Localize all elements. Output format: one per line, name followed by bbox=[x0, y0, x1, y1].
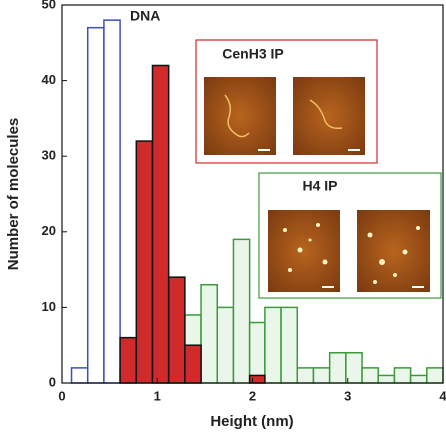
series-label: DNA bbox=[130, 8, 160, 24]
bar bbox=[393, 367, 412, 384]
plot-area: 0 10 20 30 40 50 0 1 2 3 4 bbox=[42, 0, 446, 403]
afm-feature bbox=[224, 94, 250, 138]
bar bbox=[216, 306, 235, 384]
y-tick-label: 50 bbox=[42, 0, 56, 11]
y-axis-label: Number of molecules bbox=[5, 118, 22, 271]
afm-feature bbox=[309, 99, 343, 130]
bar bbox=[86, 26, 105, 384]
x-tick-label: 3 bbox=[344, 388, 351, 403]
y-tick-label: 30 bbox=[42, 148, 56, 163]
bar bbox=[119, 336, 138, 384]
bar bbox=[328, 352, 347, 384]
bar bbox=[409, 374, 428, 384]
x-tick-label: 4 bbox=[439, 388, 446, 403]
bar bbox=[377, 374, 396, 384]
bar bbox=[184, 344, 202, 384]
afm-feature bbox=[283, 223, 328, 272]
bar bbox=[167, 276, 186, 384]
series-label: CenH3 IP bbox=[222, 46, 283, 62]
y-tick-label: 20 bbox=[42, 223, 56, 238]
x-tick-label: 2 bbox=[249, 388, 256, 403]
series-label: H4 IP bbox=[302, 178, 337, 194]
bar bbox=[135, 140, 154, 384]
bar bbox=[70, 367, 89, 384]
afm-image bbox=[293, 77, 365, 155]
bar bbox=[248, 374, 266, 384]
x-tick-label: 1 bbox=[154, 388, 161, 403]
y-tick-label: 0 bbox=[49, 374, 56, 389]
afm-image bbox=[268, 210, 340, 292]
bar bbox=[296, 367, 315, 384]
y-tick-label: 10 bbox=[42, 299, 56, 314]
x-tick-label: 0 bbox=[58, 388, 65, 403]
bar bbox=[280, 306, 299, 384]
bar bbox=[312, 367, 331, 384]
x-axis-label: Height (nm) bbox=[210, 413, 293, 430]
bar bbox=[361, 367, 379, 384]
afm-image bbox=[204, 77, 276, 155]
bar bbox=[264, 306, 282, 384]
bar bbox=[426, 367, 444, 384]
bar bbox=[248, 321, 266, 384]
h4-inset bbox=[258, 172, 442, 299]
y-tick-label: 40 bbox=[42, 72, 56, 87]
afm-image bbox=[357, 210, 430, 292]
afm-feature bbox=[367, 226, 420, 284]
bar bbox=[232, 238, 251, 384]
bar bbox=[103, 19, 121, 384]
cenh3-inset bbox=[195, 39, 378, 164]
bar bbox=[151, 64, 170, 384]
bar bbox=[345, 352, 363, 384]
bar bbox=[200, 283, 219, 384]
